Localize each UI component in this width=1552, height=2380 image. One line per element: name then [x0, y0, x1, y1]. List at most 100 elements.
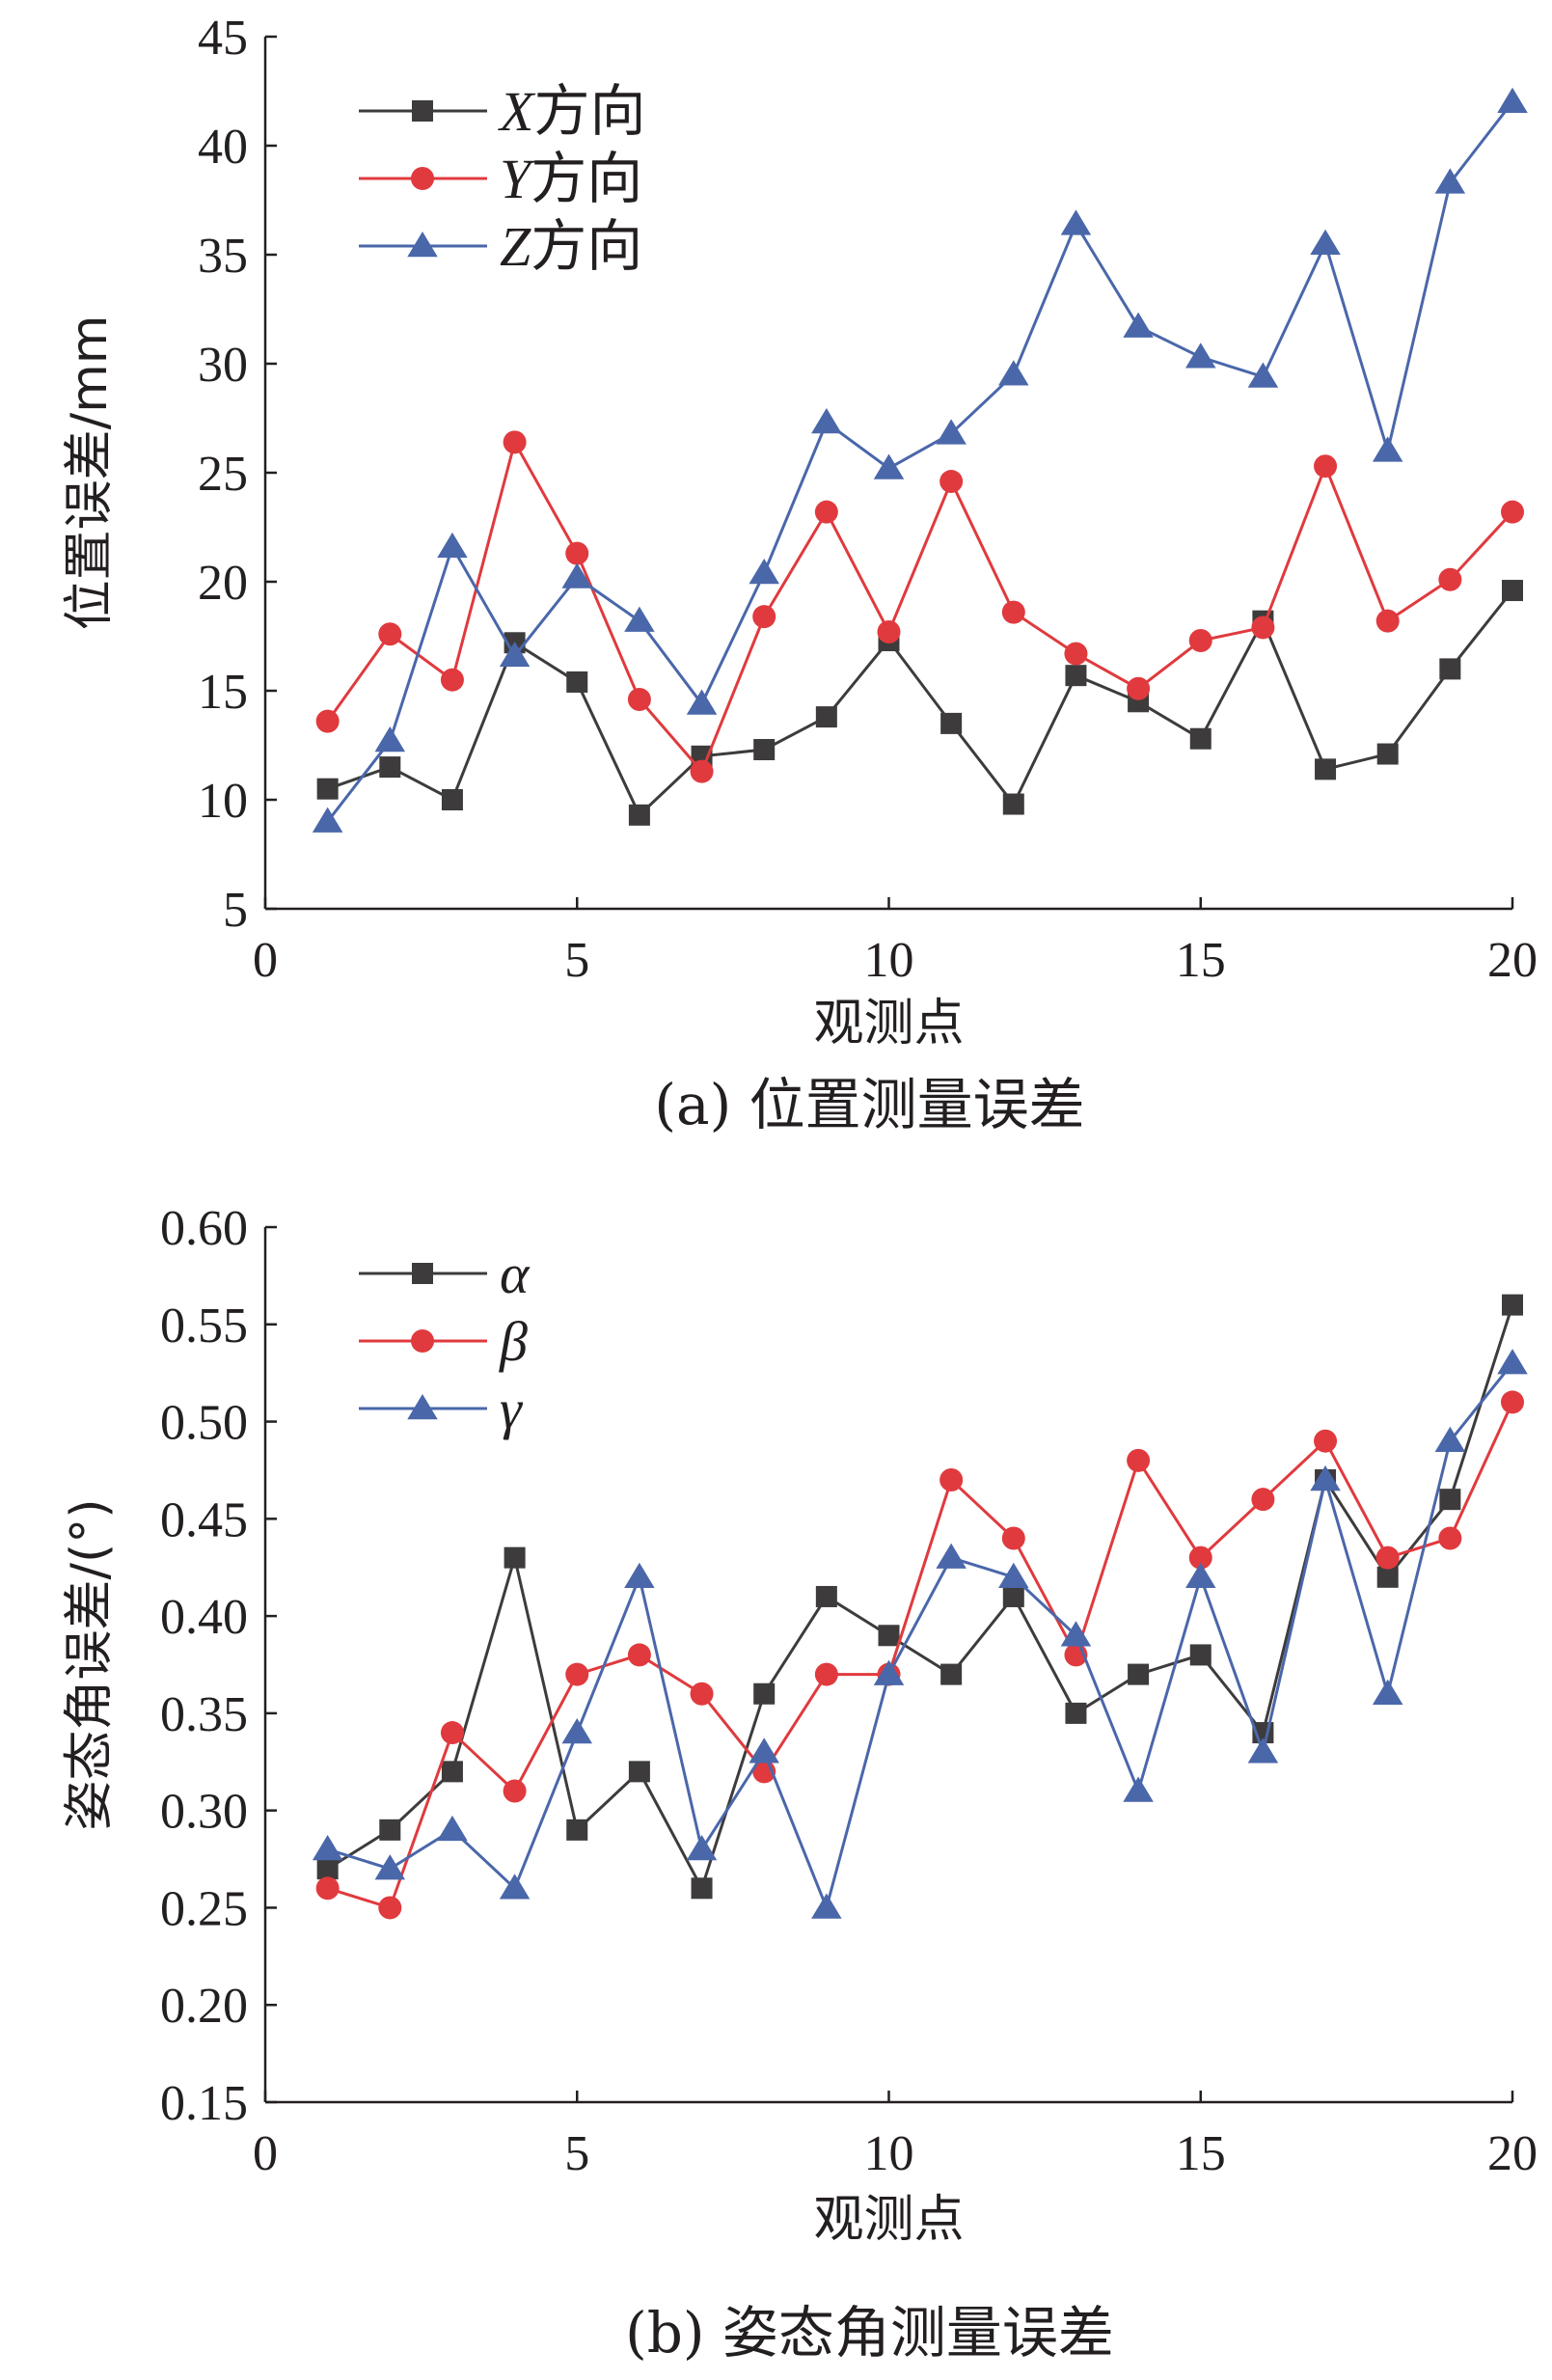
- legend-item: α: [359, 1243, 531, 1305]
- data-point: [940, 712, 963, 734]
- y-tick-label: 0.15: [160, 2076, 248, 2131]
- y-tick-label: 15: [198, 665, 248, 720]
- data-point: [811, 1893, 842, 1919]
- data-point: [1002, 793, 1024, 815]
- data-point: [940, 1663, 963, 1685]
- data-point: [690, 759, 714, 783]
- legend-label-var: Y: [500, 148, 536, 210]
- data-point: [749, 558, 779, 585]
- data-point: [1310, 1465, 1341, 1491]
- data-point: [1372, 1679, 1403, 1705]
- data-point: [815, 1585, 837, 1607]
- data-point: [1502, 580, 1523, 602]
- y-tick-label: 0.45: [160, 1492, 248, 1547]
- data-point: [1438, 1526, 1462, 1550]
- data-point: [566, 670, 588, 693]
- data-point: [499, 641, 531, 668]
- y-tick-label: 0.60: [160, 1201, 248, 1256]
- data-point: [753, 1682, 776, 1705]
- data-point: [504, 1546, 526, 1569]
- legend-item: β: [359, 1310, 528, 1373]
- data-point: [316, 1858, 339, 1880]
- y-tick-label: 35: [198, 229, 248, 284]
- data-point: [814, 500, 838, 524]
- data-point: [1247, 362, 1279, 388]
- data-point: [1065, 665, 1087, 687]
- data-point: [378, 1896, 402, 1920]
- x-tick-label: 10: [864, 933, 914, 988]
- data-point: [1247, 1737, 1279, 1764]
- data-point: [499, 1874, 531, 1900]
- data-point: [561, 1718, 592, 1744]
- legend-label: X方向: [498, 78, 645, 144]
- data-point: [753, 739, 776, 761]
- series-line: [326, 438, 1514, 775]
- data-point: [936, 419, 967, 445]
- data-point: [939, 1468, 964, 1492]
- legend-marker: [412, 100, 433, 122]
- legend-label: Z方向: [500, 213, 642, 279]
- data-point: [315, 1876, 340, 1901]
- data-point: [1060, 209, 1092, 235]
- y-tick-label: 0.50: [160, 1396, 248, 1451]
- legend-marker: [411, 167, 434, 190]
- data-point: [1064, 642, 1088, 666]
- x-axis-label: 观测点: [813, 2191, 964, 2249]
- series-1: [316, 580, 1523, 826]
- data-point: [1375, 609, 1400, 633]
- data-point: [624, 1562, 655, 1589]
- legend-label-suffix: 方向: [533, 78, 645, 144]
- data-point: [877, 619, 901, 643]
- y-tick-label: 5: [223, 883, 248, 938]
- series-1: [316, 1294, 1523, 1900]
- x-tick-label: 20: [1487, 933, 1538, 988]
- data-point: [1001, 1526, 1025, 1550]
- x-tick-label: 10: [864, 2126, 914, 2181]
- data-point: [624, 606, 655, 632]
- chart-panel-2: 0.15 0.20 0.25 0.30 0.35 0.40 0.45 0.50 0.55 0.60…: [61, 1201, 1538, 2366]
- figure-caption: (b) 姿态角测量误差: [625, 2300, 1114, 2366]
- data-point: [1314, 1429, 1338, 1453]
- legend-label: Y方向: [500, 146, 642, 211]
- legend-label-var: β: [499, 1310, 528, 1373]
- data-point: [1376, 1566, 1399, 1588]
- data-point: [1310, 229, 1341, 255]
- data-point: [1438, 567, 1462, 591]
- y-tick-label: 0.25: [160, 1881, 248, 1936]
- data-point: [374, 725, 406, 752]
- data-point: [565, 541, 589, 565]
- data-point: [437, 532, 468, 559]
- data-point: [815, 706, 837, 728]
- data-point: [440, 668, 464, 692]
- x-tick-label: 15: [1176, 2126, 1226, 2181]
- data-point: [316, 778, 339, 800]
- data-point: [437, 1815, 468, 1842]
- x-tick-label: 20: [1487, 2126, 1538, 2181]
- data-point: [1439, 658, 1461, 680]
- series-line: [326, 100, 1514, 823]
- series-2: [315, 1390, 1524, 1920]
- data-point: [379, 1819, 401, 1841]
- data-point: [686, 689, 718, 715]
- y-tick-label: 0.55: [160, 1299, 248, 1354]
- x-axis-label: 观测点: [813, 995, 964, 1053]
- x-tick-label: 5: [564, 2126, 589, 2181]
- data-point: [312, 1834, 343, 1861]
- data-point: [440, 1721, 464, 1745]
- data-point: [1188, 1546, 1212, 1570]
- data-point: [1123, 312, 1154, 338]
- data-point: [1065, 1702, 1087, 1724]
- data-point: [566, 1819, 588, 1841]
- data-point: [315, 709, 340, 733]
- data-point: [1185, 342, 1216, 369]
- legend-marker: [412, 1263, 433, 1284]
- data-point: [1497, 87, 1528, 114]
- figure-caption: (a) 位置测量误差: [654, 1072, 1084, 1137]
- legend-item: γ: [359, 1378, 524, 1440]
- legend-item: Z方向: [359, 213, 642, 279]
- legend-label-var: Z: [500, 215, 531, 278]
- data-point: [1189, 1644, 1212, 1666]
- series-line: [327, 1401, 1514, 1910]
